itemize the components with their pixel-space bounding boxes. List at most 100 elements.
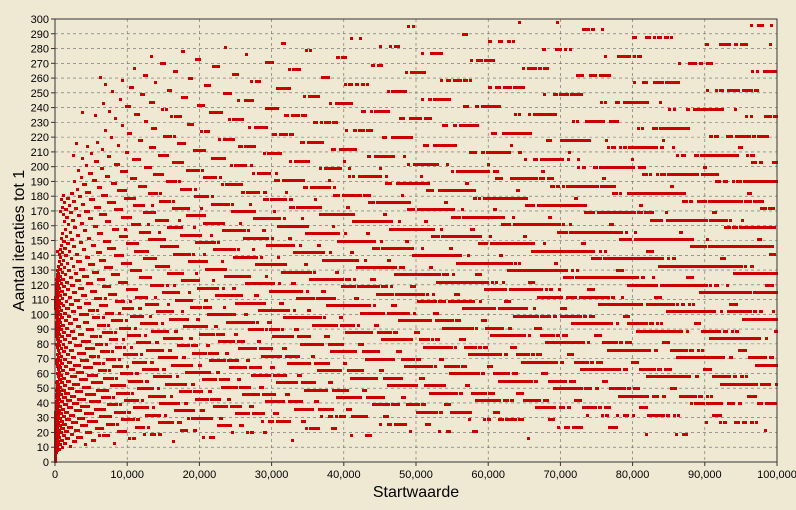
data-point-99 — [56, 392, 59, 395]
data-point-1082 — [117, 144, 120, 147]
data-point-483 — [75, 142, 78, 145]
data-point-4308 — [359, 194, 362, 197]
data-point-2898 — [251, 405, 254, 408]
data-point-4781 — [397, 403, 400, 406]
data-point-397 — [70, 257, 73, 260]
data-point-295 — [64, 228, 67, 231]
data-point-522 — [78, 325, 81, 328]
data-point-3729 — [314, 141, 317, 144]
data-point-1865 — [174, 180, 177, 183]
data-point-1017 — [112, 423, 115, 426]
data-point-141 — [57, 265, 60, 268]
data-point-75 — [55, 278, 58, 281]
data-point-3302 — [281, 42, 284, 45]
data-point-3389 — [288, 87, 291, 90]
data-point-414 — [71, 192, 74, 195]
data-point-1004 — [111, 350, 114, 353]
data-point-1045 — [114, 117, 117, 120]
data-point-497 — [76, 188, 79, 191]
data-point-2072 — [189, 169, 192, 172]
data-point-4373 — [365, 434, 368, 437]
data-point-4810 — [399, 90, 402, 93]
data-point-197 — [59, 256, 62, 259]
data-point-114 — [56, 353, 59, 356]
data-point-4237 — [353, 278, 356, 281]
data-point-3161 — [271, 420, 274, 423]
data-point-4272 — [356, 369, 359, 372]
data-point-4868 — [404, 338, 407, 341]
data-point-91 — [56, 423, 59, 426]
data-point-3905 — [328, 232, 331, 235]
data-point-3254 — [278, 290, 281, 293]
data-point-4838 — [401, 228, 404, 231]
data-point-1037 — [114, 182, 117, 185]
data-point-3311 — [282, 198, 285, 201]
data-point-1175 — [124, 189, 127, 192]
data-point-2520 — [222, 287, 225, 290]
data-point-268 — [63, 240, 66, 243]
data-point-609 — [84, 443, 87, 446]
data-point-4101 — [343, 415, 346, 418]
data-point-3622 — [305, 160, 308, 163]
data-point-1207 — [126, 418, 129, 421]
data-point-997 — [111, 377, 114, 380]
data-point-424 — [72, 284, 75, 287]
data-point-4684 — [389, 155, 392, 158]
data-point-598 — [83, 424, 86, 427]
data-point-182 — [59, 378, 62, 381]
data-point-4155 — [347, 213, 350, 216]
data-point-360 — [68, 334, 71, 337]
data-point-416 — [71, 349, 74, 352]
data-point-595 — [83, 313, 86, 316]
data-point-2971 — [256, 294, 259, 297]
data-point-1871 — [175, 291, 178, 294]
data-point-151 — [57, 337, 60, 340]
data-point-2581 — [227, 378, 230, 381]
data-point-2125 — [193, 149, 196, 152]
data-point-3620 — [305, 335, 308, 338]
data-point-3580 — [302, 160, 305, 163]
data-point-3522 — [298, 179, 301, 182]
data-point-1690 — [161, 245, 164, 248]
data-point-1727 — [164, 414, 167, 417]
data-point-1850 — [173, 70, 176, 73]
data-point-3885 — [326, 259, 329, 262]
data-point-233 — [61, 206, 64, 209]
data-point-3550 — [300, 408, 303, 411]
data-point-959 — [108, 110, 111, 113]
data-point-4786 — [397, 45, 400, 48]
data-point-1684 — [161, 173, 164, 176]
data-point-64 — [55, 309, 58, 312]
data-point-4853 — [403, 396, 406, 399]
data-point-3209 — [274, 133, 277, 136]
data-point-2323 — [207, 130, 210, 133]
data-point-2484 — [220, 417, 223, 420]
data-point-2900 — [251, 431, 254, 434]
data-point-1243 — [129, 262, 132, 265]
data-point-4952 — [410, 117, 413, 120]
data-point-582 — [82, 378, 85, 381]
data-point-1214 — [127, 132, 130, 135]
data-point-511 — [77, 169, 80, 172]
data-point-4523 — [377, 64, 380, 67]
data-point-3130 — [268, 420, 271, 423]
data-point-4367 — [364, 377, 367, 380]
data-point-3814 — [320, 121, 323, 124]
data-point-3138 — [269, 393, 272, 396]
data-point-866 — [102, 102, 105, 105]
data-point-3813 — [320, 415, 323, 418]
data-point-1496 — [147, 223, 150, 226]
data-point-3324 — [283, 42, 286, 45]
data-point-4274 — [356, 83, 359, 86]
data-point-2047 — [187, 123, 190, 126]
data-point-4195 — [350, 37, 353, 40]
data-point-1674 — [160, 200, 163, 203]
data-point-1377 — [138, 139, 141, 142]
data-point-3759 — [316, 141, 319, 144]
data-point-3833 — [322, 389, 325, 392]
data-point-1106 — [119, 384, 122, 387]
data-point-1841 — [172, 440, 175, 443]
data-point-3714 — [313, 271, 316, 274]
data-point-2987 — [258, 302, 261, 305]
data-point-4116 — [344, 362, 347, 365]
